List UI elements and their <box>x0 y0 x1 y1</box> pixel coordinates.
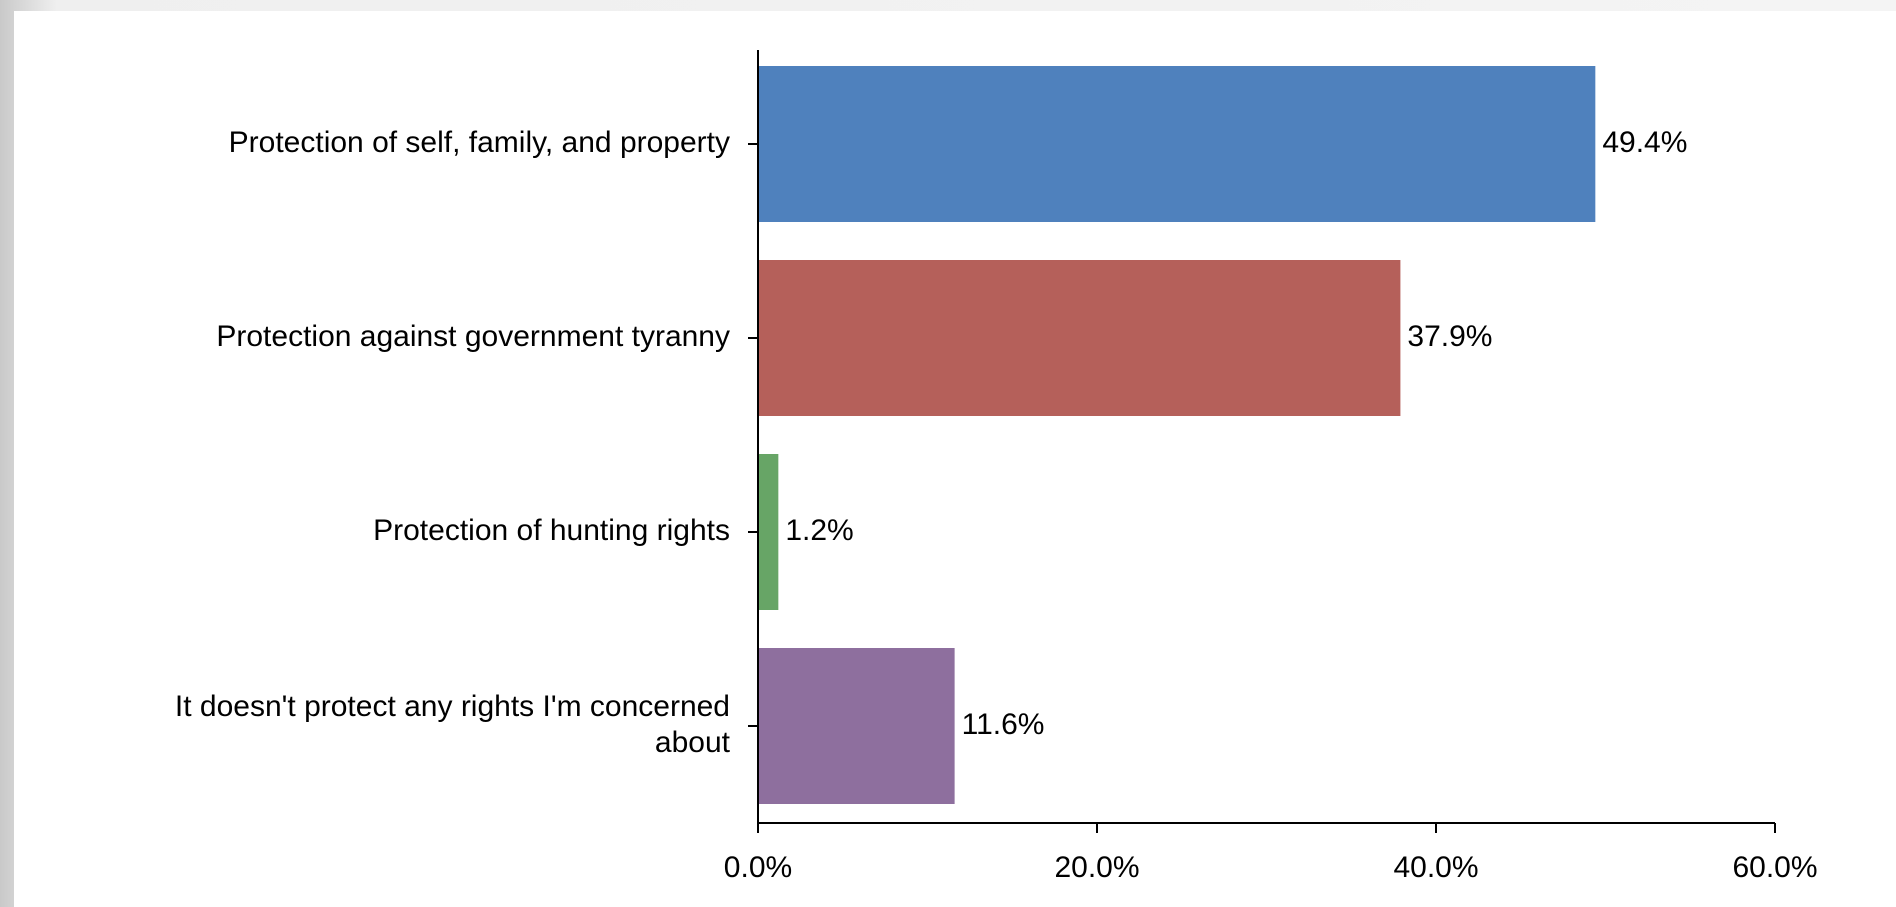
bar-1 <box>758 66 1596 222</box>
category-label-4: It doesn't protect any rights I'm concer… <box>175 690 731 759</box>
bar-2 <box>758 260 1401 416</box>
x-tick-label-3: 40.0% <box>1393 851 1478 884</box>
category-label-line: Protection of self, family, and property <box>229 126 730 159</box>
value-label-2: 37.9% <box>1407 320 1492 353</box>
category-label-3: Protection of hunting rights <box>373 514 730 547</box>
value-label-3: 1.2% <box>785 514 853 547</box>
category-label-line: Protection of hunting rights <box>373 514 730 547</box>
bars-layer <box>758 66 1596 804</box>
bar-3 <box>758 454 779 610</box>
x-tick-label-4: 60.0% <box>1732 851 1817 884</box>
labels-layer: Protection of self, family, and property… <box>175 126 1818 884</box>
category-label-line: Protection against government tyranny <box>216 320 730 353</box>
bar-4 <box>758 648 955 804</box>
x-tick-label-2: 20.0% <box>1054 851 1139 884</box>
value-label-4: 11.6% <box>962 708 1045 741</box>
value-label-1: 49.4% <box>1602 126 1687 159</box>
axes-layer <box>748 50 1776 833</box>
category-label-line: It doesn't protect any rights I'm concer… <box>175 690 730 723</box>
category-label-line: about <box>655 726 731 759</box>
x-tick-label-1: 0.0% <box>724 851 792 884</box>
category-label-1: Protection of self, family, and property <box>229 126 730 159</box>
category-label-2: Protection against government tyranny <box>216 320 730 353</box>
